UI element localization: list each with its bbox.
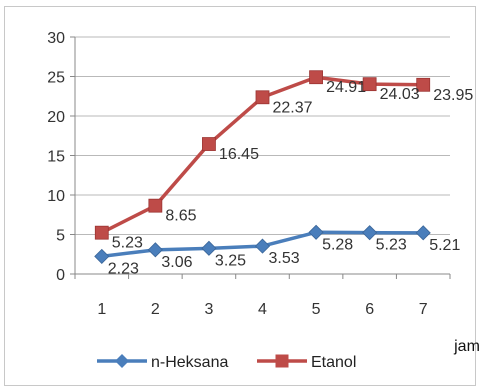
x-tick-label: 4	[258, 301, 267, 318]
data-point-n-heksana	[362, 225, 378, 241]
legend-marker-diamond	[115, 354, 129, 368]
legend: n-Heksana Etanol	[97, 354, 356, 371]
data-point-n-heksana	[415, 225, 431, 241]
data-labels: 2.23 3.06 3.25 3.53 5.28 5.23 5.21 5.23 8.65 16.4…	[108, 79, 474, 277]
data-label: 24.91	[326, 79, 366, 96]
data-label: 3.25	[215, 252, 246, 269]
data-label: 5.28	[322, 236, 353, 253]
data-point-etanol	[94, 225, 109, 240]
data-label: 23.95	[433, 87, 473, 104]
data-label: 16.45	[219, 146, 259, 163]
data-point-n-heksana	[308, 224, 324, 240]
data-point-etanol	[309, 70, 323, 85]
data-point-etanol	[202, 137, 216, 151]
y-tick-label: 15	[47, 149, 65, 166]
y-tick-label: 30	[47, 30, 65, 47]
data-point-etanol	[148, 198, 163, 213]
legend-label: n-Heksana	[151, 354, 228, 371]
data-label: 24.03	[380, 86, 420, 103]
y-tick-label: 20	[47, 109, 65, 126]
x-tick-label: 5	[312, 301, 321, 318]
data-label: 3.53	[269, 250, 300, 267]
x-tick-label: 6	[365, 301, 374, 318]
data-point-n-heksana	[147, 242, 163, 258]
axes	[70, 36, 451, 279]
series-layer	[94, 70, 431, 264]
data-point-etanol	[362, 77, 377, 92]
x-axis-label: jam	[453, 338, 480, 355]
data-label: 5.21	[429, 237, 460, 254]
data-label: 3.06	[161, 254, 192, 271]
legend-marker-square	[275, 354, 289, 368]
grid-lines	[75, 36, 450, 235]
x-tick-label: 3	[204, 301, 213, 318]
data-point-etanol	[255, 90, 270, 105]
data-point-n-heksana	[254, 238, 271, 254]
legend-label: Etanol	[311, 354, 356, 371]
data-label: 2.23	[108, 260, 139, 277]
data-label: 5.23	[112, 235, 143, 252]
data-label: 22.37	[273, 99, 313, 116]
y-tick-labels: 0 5 10 15 20 25 30	[47, 30, 65, 284]
data-point-etanol	[416, 77, 431, 92]
x-tick-label: 1	[97, 301, 106, 318]
y-tick-label: 25	[47, 70, 65, 87]
y-tick-label: 0	[56, 267, 65, 284]
x-tick-labels: 1 2 3 4 5 6 7	[97, 301, 427, 318]
x-tick-label: 2	[151, 301, 160, 318]
x-tick-label: 7	[419, 301, 428, 318]
chart-frame	[4, 6, 476, 386]
data-point-n-heksana	[201, 240, 217, 256]
data-point-n-heksana	[94, 248, 110, 264]
y-tick-label: 5	[56, 228, 65, 245]
data-label: 8.65	[165, 208, 196, 225]
y-tick-label: 10	[47, 188, 65, 205]
data-label: 5.23	[376, 237, 407, 254]
